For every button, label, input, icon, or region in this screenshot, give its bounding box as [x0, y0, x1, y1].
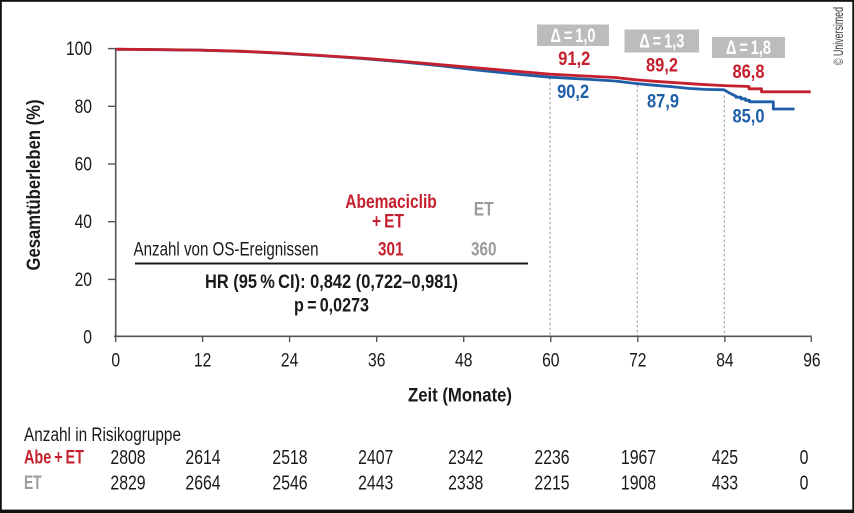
svg-text:87,9: 87,9: [647, 92, 679, 113]
svg-text:HR (95 % CI): 0,842 (0,722–0,9: HR (95 % CI): 0,842 (0,722–0,981): [205, 272, 458, 293]
svg-text:Δ = 1,0: Δ = 1,0: [551, 26, 596, 47]
svg-text:36: 36: [368, 351, 385, 372]
svg-text:2614: 2614: [185, 447, 220, 469]
svg-text:Zeit (Monate): Zeit (Monate): [408, 386, 512, 407]
svg-text:425: 425: [712, 447, 738, 469]
svg-text:0: 0: [83, 328, 92, 349]
svg-text:0: 0: [800, 473, 809, 495]
svg-text:p = 0,0273: p = 0,0273: [294, 296, 369, 317]
svg-text:Gesamtüberleben (%): Gesamtüberleben (%): [24, 100, 45, 271]
svg-text:90,2: 90,2: [557, 82, 589, 103]
svg-text:2342: 2342: [448, 447, 483, 469]
svg-text:433: 433: [712, 473, 738, 495]
svg-text:2236: 2236: [534, 447, 569, 469]
svg-text:84: 84: [716, 351, 734, 372]
svg-text:91,2: 91,2: [558, 49, 590, 70]
svg-text:360: 360: [471, 240, 497, 261]
svg-text:Anzahl in Risikogruppe: Anzahl in Risikogruppe: [24, 425, 181, 446]
svg-text:40: 40: [75, 212, 92, 233]
svg-text:2518: 2518: [272, 447, 307, 469]
svg-text:20: 20: [75, 270, 92, 291]
svg-text:Δ = 1,3: Δ = 1,3: [639, 31, 684, 52]
svg-text:Anzahl von OS-Ereignissen: Anzahl von OS-Ereignissen: [134, 240, 319, 261]
svg-text:2338: 2338: [448, 473, 483, 495]
svg-text:60: 60: [542, 351, 559, 372]
svg-text:60: 60: [75, 155, 92, 176]
svg-text:2443: 2443: [358, 473, 393, 495]
svg-text:80: 80: [75, 97, 92, 118]
svg-text:2808: 2808: [110, 447, 145, 469]
svg-text:96: 96: [803, 351, 820, 372]
svg-text:2664: 2664: [185, 473, 220, 495]
svg-text:2407: 2407: [358, 447, 393, 469]
svg-text:Abe + ET: Abe + ET: [24, 448, 84, 469]
svg-text:2546: 2546: [272, 473, 307, 495]
svg-text:Δ = 1,8: Δ = 1,8: [726, 38, 771, 59]
svg-text:© Universimed: © Universimed: [831, 7, 846, 65]
svg-text:0: 0: [800, 447, 809, 469]
svg-text:1967: 1967: [621, 447, 656, 469]
svg-text:0: 0: [111, 351, 120, 372]
svg-text:Abemaciclib: Abemaciclib: [345, 192, 437, 213]
svg-text:2829: 2829: [110, 473, 145, 495]
svg-text:301: 301: [378, 240, 404, 261]
svg-text:72: 72: [629, 351, 646, 372]
svg-text:ET: ET: [474, 200, 494, 221]
svg-text:ET: ET: [24, 473, 42, 494]
svg-text:100: 100: [66, 39, 92, 60]
svg-text:24: 24: [281, 351, 299, 372]
svg-text:89,2: 89,2: [646, 56, 678, 77]
svg-text:+ ET: + ET: [372, 212, 404, 233]
svg-text:12: 12: [194, 351, 211, 372]
svg-text:2215: 2215: [534, 473, 569, 495]
svg-text:1908: 1908: [621, 473, 656, 495]
svg-text:86,8: 86,8: [733, 62, 765, 83]
svg-text:85,0: 85,0: [733, 107, 765, 128]
svg-text:48: 48: [455, 351, 472, 372]
